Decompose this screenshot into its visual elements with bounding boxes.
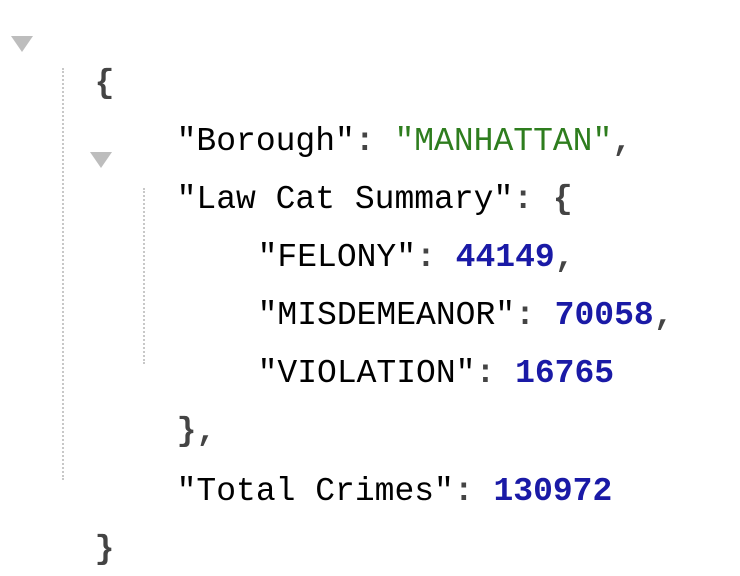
json-entry-borough: "Borough": "MANHATTAN", — [137, 82, 633, 160]
json-value-borough: "MANHATTAN" — [394, 123, 613, 160]
json-trailing-comma: , — [554, 239, 575, 276]
collapse-law-cat-summary-toggle-icon[interactable] — [90, 152, 112, 168]
root-open-brace: { — [55, 24, 115, 102]
law-cat-summary-open-brace: { — [552, 181, 573, 218]
json-separator: : — [475, 355, 516, 392]
json-key-misdemeanor: "MISDEMEANOR" — [257, 297, 516, 334]
collapse-root-toggle-icon[interactable] — [11, 36, 33, 52]
json-separator: : — [453, 473, 494, 510]
json-key-total-crimes: "Total Crimes" — [176, 473, 454, 510]
law-cat-summary-indent-guide — [143, 188, 145, 364]
json-key-borough: "Borough" — [176, 123, 355, 160]
json-value-violation: 16765 — [515, 355, 615, 392]
root-indent-guide — [62, 68, 64, 480]
json-value-total-crimes: 130972 — [493, 473, 613, 510]
json-value-felony: 44149 — [455, 239, 555, 276]
json-separator: : — [515, 297, 555, 334]
json-separator: : — [416, 239, 456, 276]
json-separator: : — [513, 181, 553, 218]
json-separator: : — [354, 123, 395, 160]
root-open-brace-text: { — [94, 65, 115, 102]
json-entry-misdemeanor: "MISDEMEANOR": 70058, — [218, 256, 674, 334]
json-entry-felony: "FELONY": 44149, — [218, 198, 575, 276]
root-close-brace: } — [55, 490, 115, 568]
law-cat-summary-close-brace-text: }, — [176, 413, 217, 450]
law-cat-summary-close-brace: }, — [137, 372, 217, 450]
json-key-violation: "VIOLATION" — [257, 355, 476, 392]
json-key-felony: "FELONY" — [257, 239, 417, 276]
json-entry-violation: "VIOLATION": 16765 — [218, 314, 614, 392]
json-entry-law-cat-summary: "Law Cat Summary": { — [137, 140, 573, 218]
json-value-misdemeanor: 70058 — [554, 297, 654, 334]
root-close-brace-text: } — [94, 531, 115, 568]
json-trailing-comma: , — [653, 297, 674, 334]
json-trailing-comma: , — [612, 123, 633, 160]
json-key-law-cat-summary: "Law Cat Summary" — [176, 181, 514, 218]
json-entry-total-crimes: "Total Crimes": 130972 — [137, 432, 613, 510]
